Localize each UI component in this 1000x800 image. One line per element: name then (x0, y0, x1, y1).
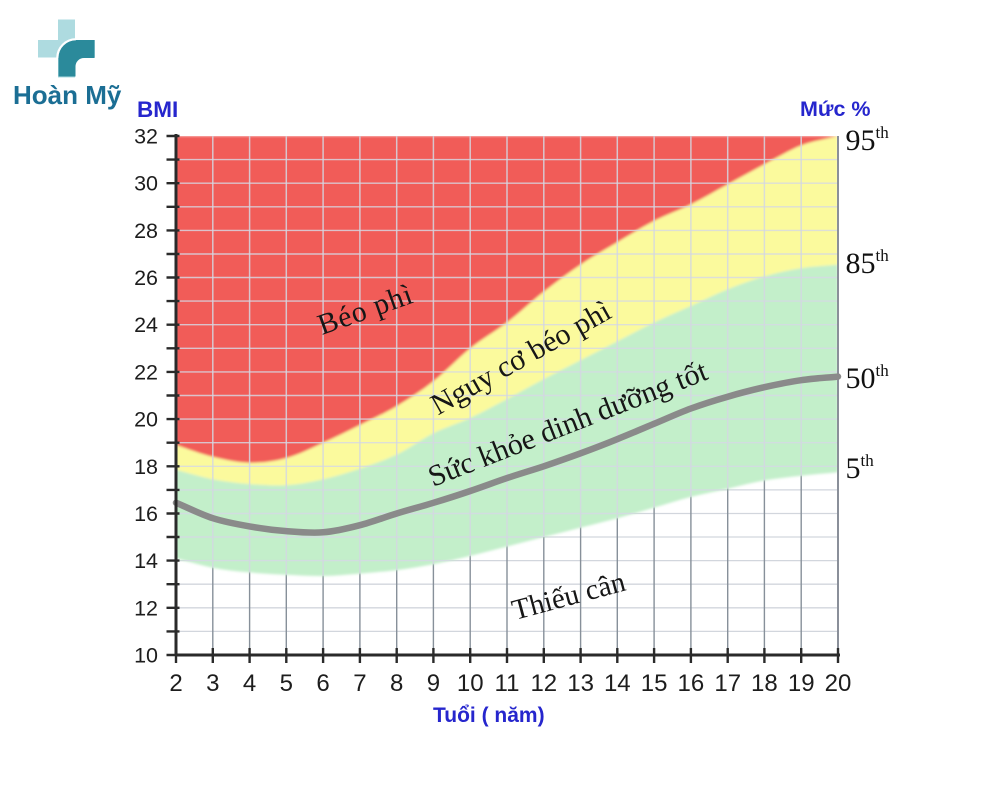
svg-text:7: 7 (353, 670, 366, 697)
svg-text:24: 24 (134, 313, 158, 337)
svg-text:26: 26 (134, 266, 158, 290)
svg-text:12: 12 (530, 670, 557, 697)
svg-text:3: 3 (206, 670, 219, 697)
svg-text:16: 16 (678, 670, 705, 697)
svg-text:6: 6 (316, 670, 329, 697)
svg-text:32: 32 (134, 125, 158, 149)
svg-text:50th: 50th (846, 361, 890, 395)
svg-text:5th: 5th (846, 451, 875, 485)
svg-text:11: 11 (495, 670, 520, 697)
svg-text:Mức %: Mức % (800, 97, 871, 121)
svg-text:5: 5 (280, 670, 293, 697)
svg-text:30: 30 (134, 172, 158, 196)
svg-text:Tuổi ( năm): Tuổi ( năm) (433, 704, 545, 727)
svg-text:14: 14 (604, 670, 631, 697)
svg-text:17: 17 (714, 670, 741, 697)
svg-text:22: 22 (134, 360, 158, 384)
svg-text:2: 2 (169, 670, 182, 697)
svg-text:15: 15 (641, 670, 668, 697)
svg-text:Hoàn Mỹ: Hoàn Mỹ (13, 80, 122, 110)
svg-text:13: 13 (567, 670, 594, 697)
svg-text:10: 10 (134, 644, 158, 668)
svg-text:14: 14 (134, 549, 158, 573)
svg-text:16: 16 (134, 502, 158, 526)
svg-text:10: 10 (457, 670, 484, 697)
svg-text:18: 18 (134, 455, 158, 479)
svg-text:20: 20 (134, 408, 158, 432)
svg-text:18: 18 (751, 670, 778, 697)
svg-text:BMI: BMI (137, 97, 178, 122)
svg-text:12: 12 (134, 596, 158, 620)
svg-text:9: 9 (427, 670, 440, 697)
svg-text:28: 28 (134, 219, 158, 243)
svg-text:8: 8 (390, 670, 403, 697)
svg-text:4: 4 (243, 670, 256, 697)
svg-text:20: 20 (825, 670, 852, 697)
svg-text:19: 19 (788, 670, 815, 697)
